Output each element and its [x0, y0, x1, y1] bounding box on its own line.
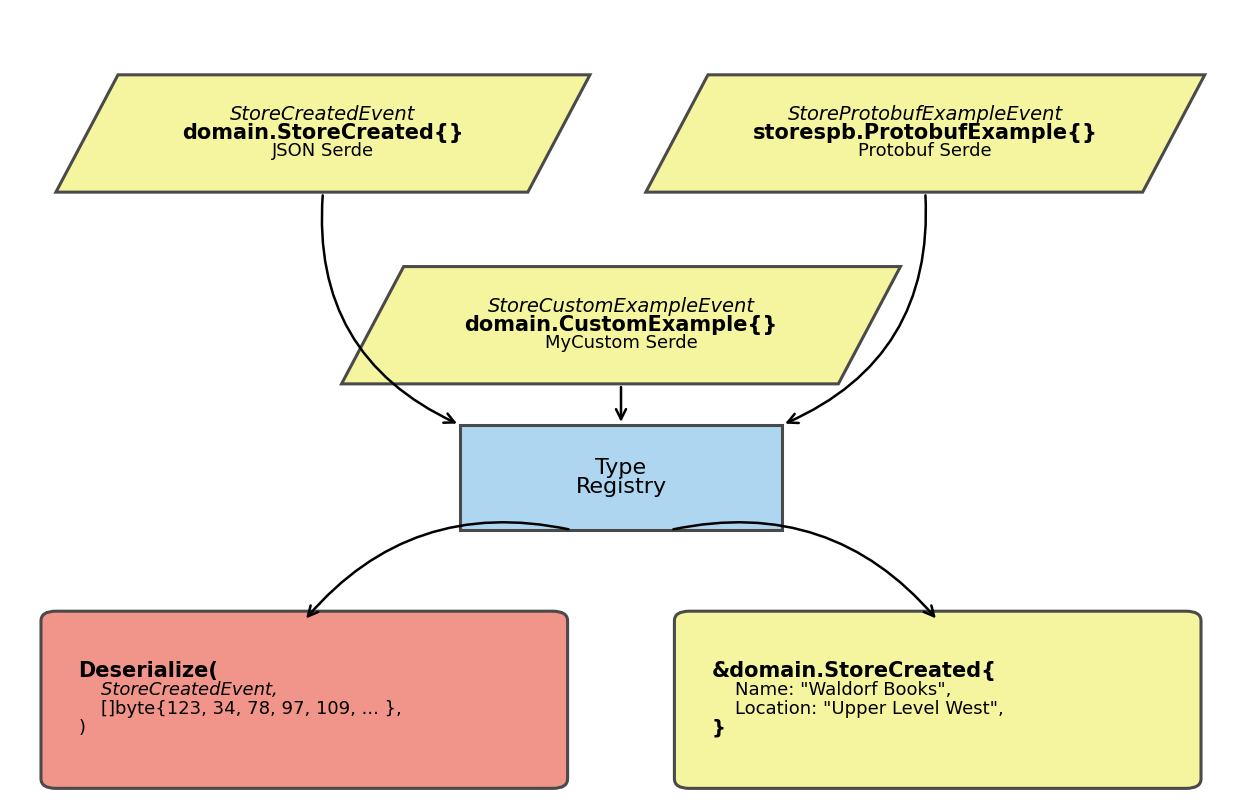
Text: Registry: Registry: [575, 477, 667, 497]
FancyBboxPatch shape: [460, 425, 782, 530]
Text: []byte{123, 34, 78, 97, 109, ... },: []byte{123, 34, 78, 97, 109, ... },: [78, 701, 402, 718]
Polygon shape: [56, 75, 590, 193]
Polygon shape: [646, 75, 1205, 193]
Text: ): ): [78, 719, 86, 737]
Text: &domain.StoreCreated{: &domain.StoreCreated{: [712, 662, 996, 681]
Text: Type: Type: [595, 458, 647, 478]
Text: Name: "Waldorf Books",: Name: "Waldorf Books",: [712, 681, 951, 699]
Text: MyCustom Serde: MyCustom Serde: [545, 334, 697, 352]
Text: Protobuf Serde: Protobuf Serde: [858, 142, 992, 160]
Text: domain.StoreCreated{}: domain.StoreCreated{}: [183, 124, 463, 143]
Text: StoreProtobufExampleEvent: StoreProtobufExampleEvent: [787, 105, 1063, 125]
Polygon shape: [342, 267, 900, 384]
Text: JSON Serde: JSON Serde: [272, 142, 374, 160]
Text: storespb.ProtobufExample{}: storespb.ProtobufExample{}: [753, 124, 1098, 143]
Text: StoreCreatedEvent,: StoreCreatedEvent,: [78, 681, 278, 699]
Text: Deserialize(: Deserialize(: [78, 662, 219, 681]
Text: Location: "Upper Level West",: Location: "Upper Level West",: [712, 701, 1004, 718]
Text: }: }: [712, 718, 725, 738]
Text: StoreCustomExampleEvent: StoreCustomExampleEvent: [488, 297, 754, 316]
Text: StoreCreatedEvent: StoreCreatedEvent: [230, 105, 416, 125]
FancyBboxPatch shape: [41, 612, 568, 788]
Text: domain.CustomExample{}: domain.CustomExample{}: [465, 316, 777, 335]
FancyBboxPatch shape: [674, 612, 1201, 788]
